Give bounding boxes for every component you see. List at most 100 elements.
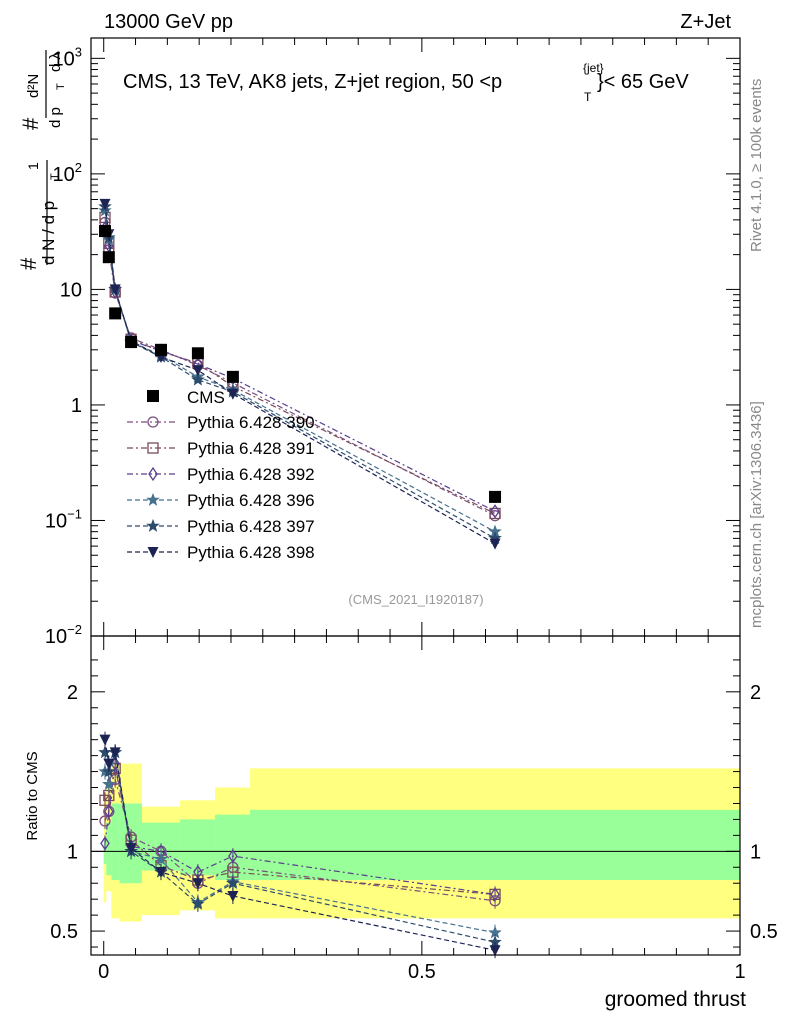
cms-point-3 (125, 336, 138, 349)
cms-point-1 (102, 251, 115, 264)
plot-title: CMS, 13 TeV, AK8 jets, Z+jet region, 50 … (123, 61, 689, 104)
ratio-ytick-label-right-2: 2 (750, 682, 761, 704)
upper-ytick-label-5: 103 (53, 44, 82, 70)
axes-frames (90, 37, 741, 956)
legend-cms-marker (147, 390, 159, 402)
xtick-label-2: 1 (734, 961, 745, 983)
title-end: }< 65 GeV (597, 71, 689, 93)
upper-ytick-label-3: 10 (60, 279, 82, 301)
series-point-upper-4-5 (191, 372, 205, 386)
series-point-ratio-5-7 (489, 945, 501, 957)
ratio-bands (103, 763, 740, 922)
svg-text:CMS, 13 TeV, AK8 jets, Z+jet r: CMS, 13 TeV, AK8 jets, Z+jet region, 50 … (123, 71, 502, 93)
series-point-ratio-3-4 (154, 852, 168, 866)
series-point-ratio-4-5 (191, 896, 205, 910)
series-point-ratio-4-6 (226, 876, 240, 890)
y-axis-label-upper: # 1 d N / d p T # d²N d p T d λ (16, 50, 67, 270)
svg-text:T: T (55, 83, 67, 90)
upper-ytick-label-0: 10−2 (45, 622, 82, 648)
legend-label-2: Pythia 6.428 392 (187, 465, 315, 484)
series-line-upper-0 (104, 222, 496, 517)
series-lines (98, 198, 502, 959)
legend-marker-5 (147, 547, 159, 558)
svg-text:d²N: d²N (25, 74, 42, 98)
series-line-ratio-2 (104, 763, 496, 895)
series-line-ratio-3 (104, 752, 496, 934)
side-label-rivet: Rivet 4.1.0, ≥ 100k events (748, 79, 765, 252)
band-green-2 (111, 803, 120, 881)
legend-cms-label: CMS (187, 388, 225, 407)
series-line-upper-2 (104, 227, 496, 512)
cms-points (98, 225, 502, 503)
series-point-ratio-3-1 (102, 777, 116, 791)
series-point-upper-2-7 (490, 504, 500, 519)
cms-point-7 (489, 490, 502, 503)
series-line-ratio-4 (104, 752, 496, 943)
title-p: p (491, 71, 502, 93)
legend-label-5: Pythia 6.428 398 (187, 543, 315, 562)
xtick-label-0: 0 (98, 961, 109, 983)
series-point-upper-5-0 (99, 198, 111, 210)
series-point-ratio-5-3 (125, 843, 137, 855)
legend-marker-0 (147, 416, 159, 428)
legend: CMS Pythia 6.428 390 Pythia 6.428 391 Pythi… (127, 388, 315, 562)
series-point-upper-5-5 (192, 365, 204, 377)
series-point-upper-5-2 (109, 284, 121, 296)
series-point-ratio-2-6 (228, 848, 238, 864)
ratio-ytick-label-left-1: 1 (67, 841, 78, 863)
upper-ytick-label-1: 10−1 (45, 506, 82, 532)
upper-ytick-label-2: 1 (71, 395, 82, 417)
title-jet-super: {jet} (583, 61, 604, 75)
y-axis-label-ratio: Ratio to CMS (24, 751, 41, 840)
header-left: 13000 GeV pp (104, 11, 233, 33)
legend-marker-3 (146, 492, 160, 506)
legend-label-0: Pythia 6.428 390 (187, 413, 315, 432)
svg-text:1: 1 (25, 162, 41, 170)
series-point-ratio-5-4 (155, 867, 167, 879)
cms-point-0 (98, 225, 111, 238)
series-point-ratio-5-2 (109, 747, 121, 759)
series-point-ratio-2-7 (490, 887, 500, 902)
ratio-frame (90, 635, 741, 956)
svg-text:d λ: d λ (47, 51, 64, 72)
title-T-sub: T (584, 90, 592, 104)
series-line-upper-4 (104, 206, 496, 539)
series-line-upper-5 (104, 203, 496, 545)
legend-marker-4 (146, 518, 160, 532)
ratio-ytick-label-right-1: 1 (750, 841, 761, 863)
xtick-label-1: 0.5 (408, 961, 436, 983)
header-right: Z+Jet (680, 11, 731, 33)
svg-text:d N / d p: d N / d p (39, 201, 58, 265)
band-green-1 (106, 822, 112, 876)
series-point-ratio-2-0 (100, 836, 110, 851)
series-point-ratio-5-1 (103, 758, 115, 770)
x-axis-label: groomed thrust (605, 988, 746, 1011)
cms-point-2 (109, 307, 122, 320)
ratio-ytick-label-left-2: 2 (67, 682, 78, 704)
watermark: (CMS_2021_I1920187) (348, 592, 483, 607)
band-green-7 (250, 809, 740, 881)
svg-text:#: # (16, 257, 41, 270)
series-point-upper-5-7 (489, 538, 501, 550)
svg-text:d p: d p (47, 107, 64, 128)
series-point-ratio-2-1 (104, 804, 114, 819)
legend-marker-2 (148, 466, 158, 482)
svg-text:#: # (18, 117, 43, 130)
svg-text:T: T (49, 173, 61, 180)
series-point-upper-5-6 (227, 388, 239, 400)
legend-marker-1 (147, 442, 159, 454)
series-point-ratio-5-5 (192, 878, 204, 890)
series-point-ratio-5-0 (99, 734, 111, 746)
cms-point-4 (154, 343, 167, 356)
cms-point-5 (191, 347, 204, 360)
side-label-mcplots: mcplots.cern.ch [arXiv:1306.3436] (748, 401, 765, 628)
legend-label-1: Pythia 6.428 391 (187, 439, 315, 458)
legend-label-3: Pythia 6.428 396 (187, 491, 315, 510)
legend-label-4: Pythia 6.428 397 (187, 517, 315, 536)
ratio-ytick-label-right-0: 0.5 (750, 921, 778, 943)
ratio-ytick-label-left-0: 0.5 (50, 921, 78, 943)
upper-ytick-label-4: 102 (53, 160, 82, 186)
title-main: CMS, 13 TeV, AK8 jets, Z+jet region, 50 … (123, 71, 491, 93)
